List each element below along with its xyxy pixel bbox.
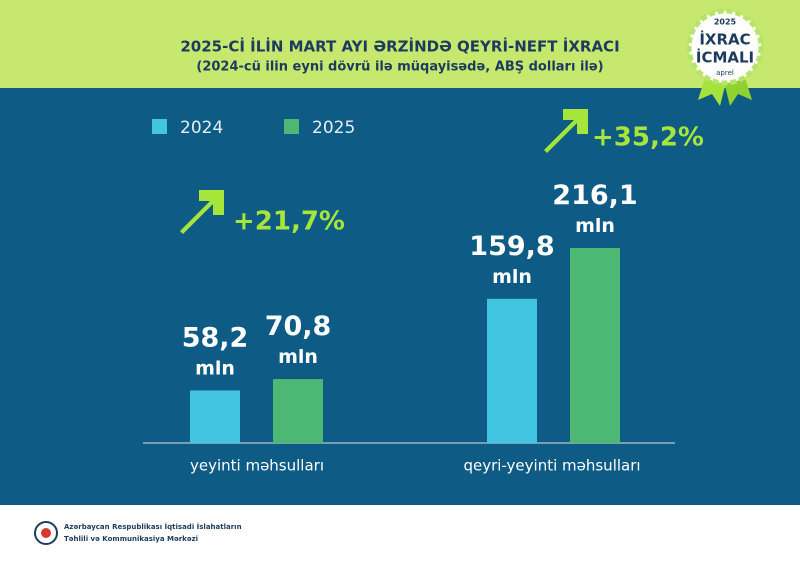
badge-line: İCMALI	[696, 48, 754, 67]
value-label: 70,8 mln	[265, 311, 332, 368]
badge-year: 2025	[714, 18, 737, 27]
bar	[190, 390, 240, 443]
category-label: qeyri-yeyinti məhsulları	[463, 457, 640, 475]
footer-band	[0, 505, 800, 566]
bar	[487, 298, 537, 443]
legend-label: 2025	[312, 118, 355, 138]
footer-text: Azərbaycan Respublikası İqtisadi İslahat…	[64, 522, 242, 531]
change-annotation: +35,2%	[592, 123, 704, 153]
badge-month: aprel	[716, 69, 734, 77]
subtitle: (2024-cü ilin eyni dövrü ilə müqayisədə,…	[196, 60, 603, 75]
arrow-icon	[180, 109, 588, 234]
arrow	[180, 190, 224, 234]
badge: 2025 İXRAC İCMALI aprel	[686, 8, 764, 106]
category-label: yeyinti məhsulları	[190, 457, 324, 475]
footer-text: Təhlili və Kommunikasiya Mərkəzi	[64, 535, 198, 543]
value-label: 58,2 mln	[182, 322, 249, 379]
arrow	[544, 109, 588, 153]
change-annotation: +21,7%	[233, 207, 345, 237]
legend-swatch	[152, 119, 167, 134]
emblem-center	[41, 528, 51, 538]
badge-circle	[686, 8, 764, 86]
bar	[273, 379, 323, 443]
title: 2025-Cİ İLİN MART AYI ƏRZİNDƏ QEYRİ-NEFT…	[180, 37, 619, 56]
footer: Azərbaycan Respublikası İqtisadi İslahat…	[34, 521, 242, 545]
header-band	[0, 0, 800, 88]
legend-swatch	[284, 119, 299, 134]
bar	[570, 248, 620, 443]
legend-label: 2024	[180, 118, 223, 138]
badge-line: İXRAC	[699, 30, 750, 49]
value-label: 159,8 mln	[469, 230, 554, 287]
value-label: 216,1 mln	[552, 180, 637, 237]
